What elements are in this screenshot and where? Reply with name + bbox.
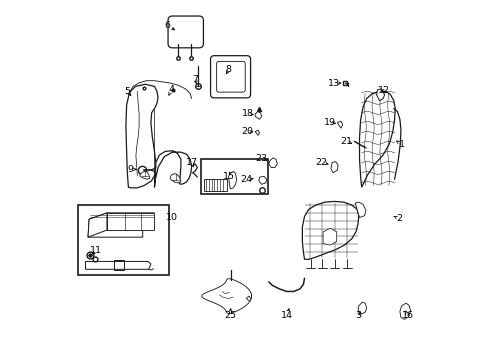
- Text: 14: 14: [280, 311, 292, 320]
- Bar: [78, 205, 169, 275]
- Text: 18: 18: [242, 109, 254, 118]
- Polygon shape: [268, 158, 277, 167]
- Text: 13: 13: [327, 79, 339, 88]
- Text: 3: 3: [354, 311, 361, 320]
- Polygon shape: [140, 171, 149, 179]
- Text: 22: 22: [315, 158, 326, 167]
- Polygon shape: [89, 213, 154, 220]
- Polygon shape: [255, 130, 259, 135]
- Polygon shape: [399, 303, 410, 319]
- Polygon shape: [88, 213, 107, 237]
- Text: 19: 19: [324, 118, 336, 127]
- Polygon shape: [323, 228, 336, 245]
- Text: 8: 8: [225, 66, 231, 75]
- Text: 9: 9: [127, 165, 133, 174]
- Text: 12: 12: [377, 86, 389, 95]
- Text: 25: 25: [224, 311, 236, 320]
- FancyBboxPatch shape: [168, 16, 203, 48]
- Text: 5: 5: [124, 87, 130, 96]
- Polygon shape: [107, 213, 154, 230]
- Polygon shape: [246, 296, 250, 301]
- Bar: [201, 159, 267, 194]
- FancyBboxPatch shape: [210, 56, 250, 98]
- Polygon shape: [88, 219, 142, 237]
- Polygon shape: [376, 89, 384, 101]
- Polygon shape: [255, 111, 261, 119]
- Polygon shape: [337, 121, 342, 128]
- Text: 1: 1: [398, 140, 404, 149]
- Text: 21: 21: [340, 137, 351, 146]
- Polygon shape: [228, 171, 236, 189]
- Text: 23: 23: [255, 154, 267, 163]
- Text: 20: 20: [241, 127, 253, 136]
- Polygon shape: [85, 261, 151, 269]
- Polygon shape: [359, 91, 394, 187]
- Polygon shape: [258, 176, 266, 184]
- Text: 2: 2: [395, 214, 401, 223]
- Text: 7: 7: [192, 75, 198, 84]
- Text: 15: 15: [222, 172, 234, 181]
- Text: 16: 16: [401, 311, 413, 320]
- Text: 4: 4: [168, 85, 174, 94]
- Text: 24: 24: [240, 175, 252, 184]
- Text: 10: 10: [166, 213, 178, 222]
- Text: 6: 6: [164, 21, 170, 30]
- Polygon shape: [354, 202, 365, 217]
- Polygon shape: [170, 174, 181, 183]
- Polygon shape: [330, 161, 337, 173]
- Polygon shape: [302, 202, 358, 259]
- Polygon shape: [125, 84, 158, 188]
- Polygon shape: [357, 302, 366, 314]
- Polygon shape: [154, 151, 191, 187]
- Text: 17: 17: [185, 158, 197, 167]
- Text: 11: 11: [90, 246, 102, 255]
